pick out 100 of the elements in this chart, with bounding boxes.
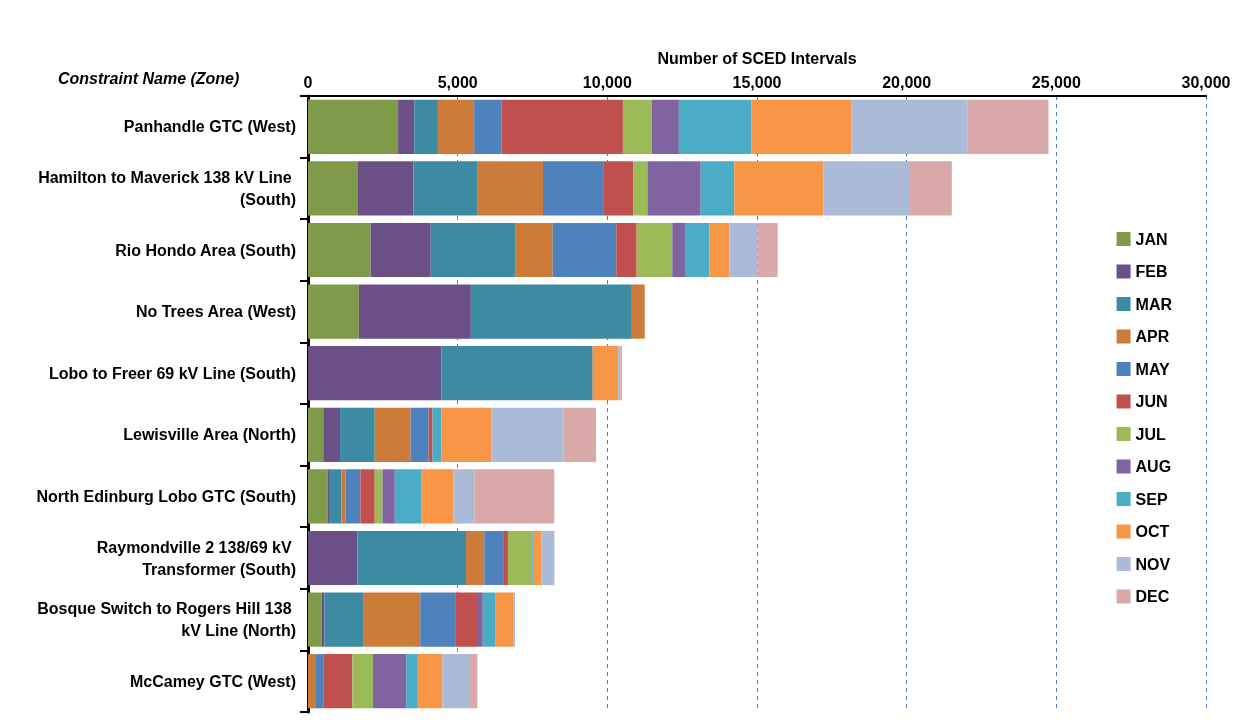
bar (308, 284, 359, 339)
bar (477, 161, 543, 216)
bar (909, 161, 952, 216)
y-tick-label: No Trees Area (West) (135, 303, 296, 321)
bar (603, 161, 634, 216)
bar (374, 469, 383, 524)
x-tick-label: 30,000 (1181, 73, 1231, 91)
bar (308, 99, 399, 154)
bar (622, 99, 652, 154)
bar (552, 222, 617, 278)
bar (340, 407, 375, 462)
legend-label: JUN (1135, 393, 1168, 410)
bar (406, 654, 418, 709)
bar (308, 161, 358, 216)
legend-label: OCT (1135, 523, 1170, 540)
bar (441, 407, 492, 462)
bar (352, 654, 373, 709)
bar (757, 222, 778, 278)
bar (495, 592, 514, 647)
bar (442, 654, 470, 709)
bar (308, 407, 324, 462)
bar (636, 222, 673, 278)
bar (345, 469, 361, 524)
bar (470, 284, 632, 339)
bar (474, 469, 555, 524)
bar (563, 407, 596, 462)
bar (631, 284, 645, 339)
y-tick-label: Lewisville Area (North) (123, 426, 296, 444)
bar (420, 592, 456, 647)
legend-label: JUL (1135, 425, 1167, 443)
bar (308, 592, 322, 647)
bar (432, 407, 442, 462)
x-tick-label: 0 (303, 73, 313, 91)
legend-label: MAY (1135, 360, 1170, 378)
bar (482, 592, 496, 647)
bar (374, 407, 411, 462)
x-tick-label: 15,000 (732, 73, 782, 91)
x-tick-label: 10,000 (582, 73, 632, 91)
y-tick-label: Panhandle GTC (West) (123, 118, 296, 136)
bar (751, 99, 852, 154)
legend-label: DEC (1135, 588, 1170, 605)
bar (453, 469, 475, 524)
bar (685, 222, 710, 278)
y-tick-label: McCamey GTC (West) (130, 672, 296, 690)
bar (541, 530, 555, 586)
y-tick-label: North Edinburg Lobo GTC (South) (36, 487, 296, 505)
bar (729, 222, 758, 278)
bar (851, 99, 968, 154)
bar (501, 99, 623, 154)
bar (513, 592, 516, 647)
bar (315, 654, 324, 709)
bar (308, 222, 371, 278)
bar (478, 592, 483, 647)
bar (592, 346, 619, 401)
bar (360, 469, 375, 524)
bar (491, 407, 564, 462)
bar (967, 99, 1049, 154)
bar (308, 469, 328, 524)
bar (441, 346, 593, 401)
y-tick-label: Lobo to Freer 69 kV Line (South) (48, 364, 296, 382)
y-axis-title: Constraint Name (Zone) (58, 69, 240, 87)
bar (363, 592, 421, 647)
y-tick-label: Raymondville 2 138/69 kV Transformer (South) (96, 538, 296, 578)
bar (484, 530, 504, 586)
bar (382, 469, 395, 524)
legend-label: MAR (1135, 295, 1173, 313)
bar (357, 530, 467, 586)
bar (455, 592, 479, 647)
bar (410, 407, 429, 462)
bar (308, 654, 316, 709)
bar (616, 222, 637, 278)
bar (469, 654, 478, 709)
x-tick-label: 5,000 (437, 73, 478, 91)
legend-label: NOV (1135, 555, 1171, 573)
bar (358, 284, 471, 339)
bar (308, 530, 358, 586)
legend-label: SEP (1135, 490, 1168, 508)
bar (394, 469, 422, 524)
bar (327, 469, 330, 524)
bar (542, 161, 604, 216)
bar (515, 222, 553, 278)
y-tick-label: Bosque Switch to Rogers Hill 138 kV Line (North) (37, 600, 296, 640)
bar (329, 469, 342, 524)
bar (323, 654, 353, 709)
bar (678, 99, 752, 154)
bar (437, 99, 475, 154)
bar (428, 407, 433, 462)
bar (466, 530, 485, 586)
y-tick-label: Hamilton to Maverick 138 kV Line (South) (38, 168, 296, 208)
bar (370, 222, 431, 278)
legend-label: AUG (1135, 458, 1172, 475)
bar (823, 161, 910, 216)
bar (398, 99, 415, 154)
bar (323, 407, 341, 462)
bar (474, 99, 502, 154)
bar (308, 346, 442, 401)
bar (647, 161, 701, 216)
legend-label: APR (1135, 328, 1170, 345)
bar (421, 469, 454, 524)
x-tick-label: 20,000 (882, 73, 932, 91)
